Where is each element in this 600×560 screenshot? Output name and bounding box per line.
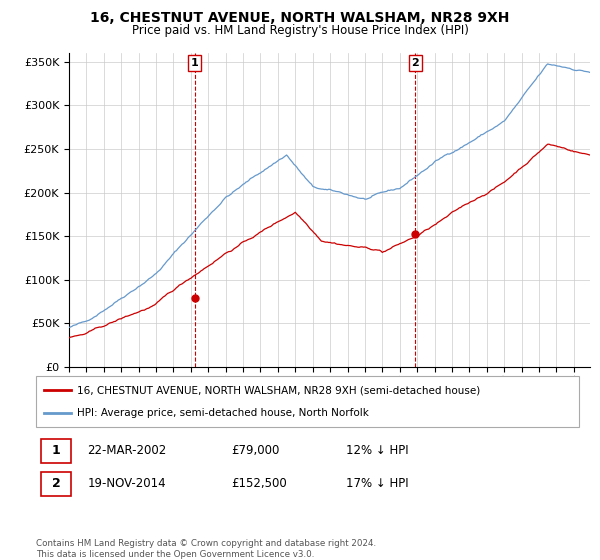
Text: 1: 1 [52,444,61,458]
Text: 19-NOV-2014: 19-NOV-2014 [88,477,166,490]
Text: 12% ↓ HPI: 12% ↓ HPI [346,444,408,458]
Text: 16, CHESTNUT AVENUE, NORTH WALSHAM, NR28 9XH (semi-detached house): 16, CHESTNUT AVENUE, NORTH WALSHAM, NR28… [77,385,480,395]
Bar [41,438,71,463]
Text: 16, CHESTNUT AVENUE, NORTH WALSHAM, NR28 9XH: 16, CHESTNUT AVENUE, NORTH WALSHAM, NR28… [91,11,509,25]
Text: Price paid vs. HM Land Registry's House Price Index (HPI): Price paid vs. HM Land Registry's House … [131,24,469,36]
Text: 17% ↓ HPI: 17% ↓ HPI [346,477,408,490]
Text: 2: 2 [52,477,61,490]
Text: 1: 1 [191,58,199,68]
Bar [41,472,71,496]
Text: 22-MAR-2002: 22-MAR-2002 [88,444,167,458]
Text: £79,000: £79,000 [232,444,280,458]
Text: 2: 2 [412,58,419,68]
Text: Contains HM Land Registry data © Crown copyright and database right 2024.
This d: Contains HM Land Registry data © Crown c… [36,539,376,559]
Text: £152,500: £152,500 [232,477,287,490]
Text: HPI: Average price, semi-detached house, North Norfolk: HPI: Average price, semi-detached house,… [77,408,368,418]
